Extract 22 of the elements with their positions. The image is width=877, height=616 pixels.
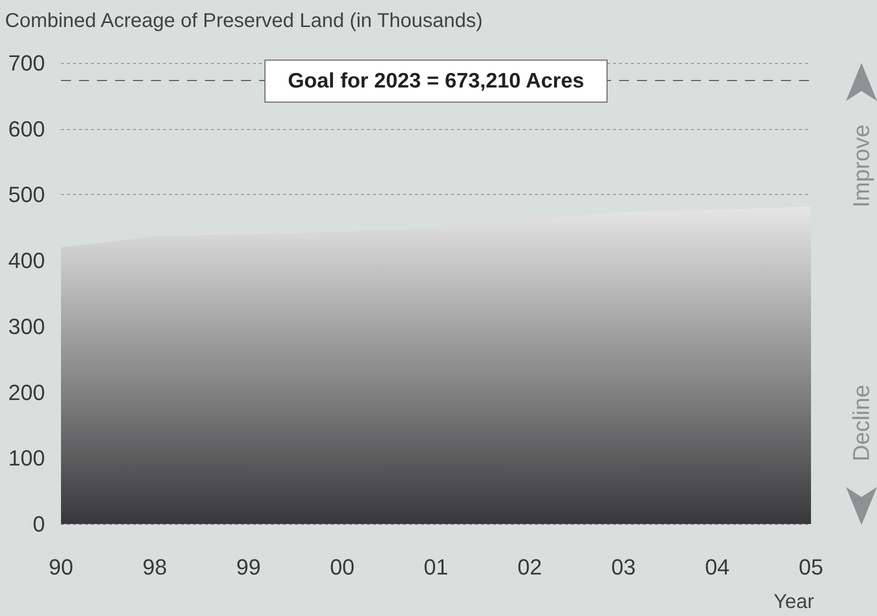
y-tick-label: 200 — [8, 380, 45, 405]
text: Decline — [848, 384, 874, 462]
x-axis-title: Year — [774, 591, 814, 613]
y-axis-title: Combined Acreage of Preserved Land (in Thousands) — [5, 10, 483, 32]
y-tick-label: 300 — [8, 314, 45, 339]
x-tick-label: 01 — [424, 554, 448, 580]
x-tick-label: 00 — [330, 554, 354, 580]
x-tick-label: 99 — [236, 554, 261, 580]
x-tick-label: 04 — [705, 554, 730, 580]
y-tick-label: 500 — [8, 182, 45, 208]
y-tick-label: 0 — [32, 512, 45, 536]
y-tick-label: 100 — [8, 446, 45, 471]
x-tick-label: 02 — [518, 554, 542, 580]
y-tick-label: 600 — [8, 116, 45, 142]
x-tick-label: 98 — [142, 554, 167, 580]
x-tick-label: 90 — [48, 554, 74, 580]
x-tick-label: 03 — [611, 554, 636, 580]
ref-line-label: Goal for 2023 = 673,210 Acres — [288, 70, 584, 93]
y-tick-label: 400 — [8, 248, 45, 274]
text: Improve — [848, 124, 874, 208]
y-tick-label: 700 — [8, 50, 45, 76]
x-tick-label: 05 — [798, 554, 824, 580]
